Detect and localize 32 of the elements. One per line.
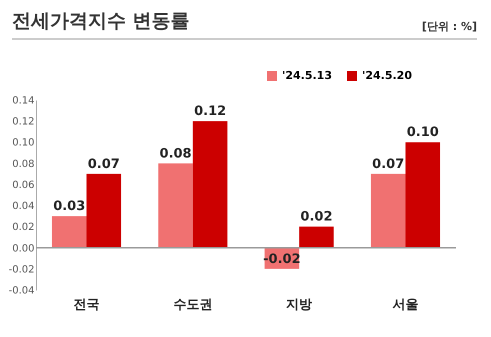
- data-label: 0.07: [372, 156, 404, 172]
- legend-label: '24.5.20: [362, 69, 412, 82]
- legend-label: '24.5.13: [282, 69, 332, 82]
- bar: [370, 174, 406, 248]
- data-label: 0.07: [88, 156, 120, 172]
- bar: [158, 163, 193, 248]
- data-label: 0.03: [53, 199, 86, 214]
- y-tick-label: 0.00: [12, 243, 34, 254]
- bar: [52, 216, 87, 248]
- x-tick-label: 수도권: [173, 298, 212, 312]
- data-label: 0.10: [406, 125, 439, 140]
- y-tick-label: 0.04: [12, 201, 34, 212]
- x-tick-label: 서울: [392, 298, 418, 312]
- bar: [405, 142, 440, 248]
- x-tick-label: 지방: [286, 298, 312, 312]
- text: [단위 : %]: [422, 19, 477, 34]
- y-tick-label: 0.06: [12, 180, 34, 191]
- y-tick-label: -0.02: [8, 264, 34, 276]
- y-tick-label: 0.10: [12, 138, 34, 149]
- y-tick-label: -0.04: [8, 286, 34, 296]
- y-tick-label: 0.02: [12, 222, 34, 234]
- bar: [86, 174, 122, 248]
- data-label: 0.08: [160, 146, 192, 162]
- y-tick-label: 0.08: [12, 158, 34, 170]
- data-label: 0.12: [194, 104, 226, 120]
- bar: [192, 121, 228, 248]
- x-tick-label: 전국: [74, 298, 100, 312]
- y-tick-label: 0.14: [12, 96, 34, 106]
- chart-title: 전세가격지수 변동률: [12, 9, 190, 34]
- data-label: 0.02: [300, 210, 332, 225]
- y-tick-label: 0.12: [12, 116, 34, 128]
- bar: [299, 226, 334, 248]
